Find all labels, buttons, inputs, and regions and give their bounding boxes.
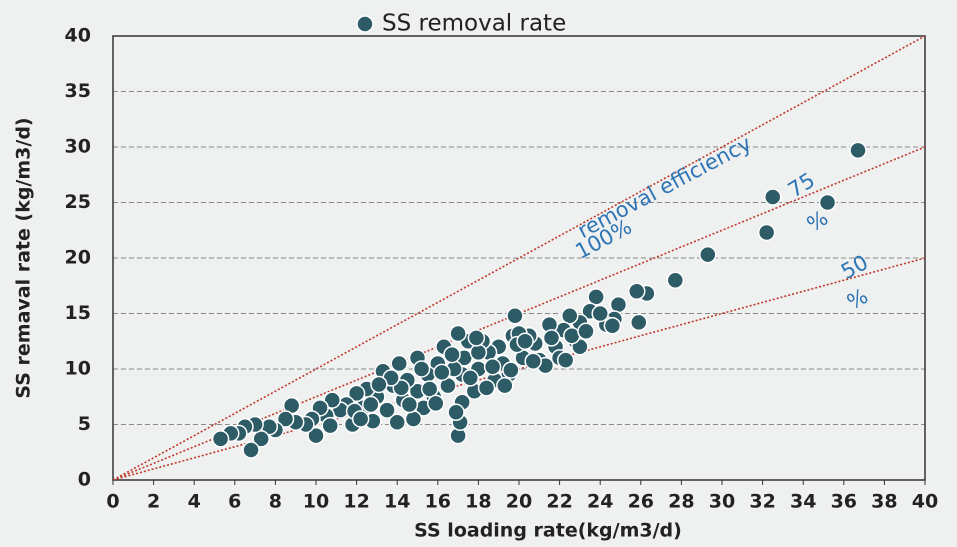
- x-tick-label: 4: [188, 491, 201, 513]
- data-point: [496, 376, 514, 395]
- data-point: [561, 306, 579, 325]
- data-point: [447, 403, 465, 422]
- x-tick-label: 24: [587, 491, 613, 513]
- y-tick-label: 25: [65, 191, 91, 213]
- y-tick-label: 15: [65, 302, 91, 324]
- data-point: [516, 332, 534, 350]
- x-tick-label: 2: [147, 491, 160, 513]
- x-tick-label: 36: [831, 491, 857, 513]
- data-point: [467, 329, 486, 347]
- data-point: [699, 245, 717, 264]
- x-tick-label: 20: [506, 491, 532, 513]
- data-point: [321, 416, 339, 435]
- data-point: [404, 410, 423, 428]
- data-point: [577, 322, 595, 341]
- y-tick-label: 35: [65, 80, 91, 102]
- data-point: [433, 363, 451, 382]
- y-tick-label: 20: [65, 247, 91, 269]
- data-point: [420, 380, 439, 398]
- data-point: [764, 188, 782, 206]
- legend-marker: [356, 15, 374, 33]
- data-point: [469, 343, 488, 362]
- data-point: [412, 360, 431, 378]
- x-tick-label: 10: [303, 491, 329, 513]
- y-tick-label: 10: [65, 358, 91, 380]
- data-point: [542, 329, 561, 347]
- data-point: [627, 282, 646, 301]
- data-point: [347, 384, 366, 403]
- x-tick-label: 30: [709, 491, 735, 513]
- x-tick-label: 18: [465, 491, 491, 513]
- data-point: [524, 352, 542, 370]
- data-point: [483, 358, 502, 376]
- data-point: [757, 223, 776, 242]
- x-tick-label: 26: [628, 491, 654, 513]
- data-point: [388, 413, 406, 432]
- data-point: [351, 410, 370, 428]
- x-tick-label: 38: [871, 491, 897, 513]
- x-tick-label: 14: [384, 491, 410, 513]
- data-point: [390, 354, 408, 373]
- data-point: [400, 395, 419, 414]
- data-point: [276, 410, 295, 428]
- y-tick-label: 5: [78, 413, 91, 435]
- data-point: [242, 441, 260, 459]
- data-point: [362, 395, 380, 414]
- x-tick-label: 28: [668, 491, 694, 513]
- data-point: [587, 288, 605, 306]
- data-point: [477, 379, 496, 397]
- data-point: [818, 193, 837, 212]
- y-tick-label: 30: [65, 136, 91, 158]
- data-point: [630, 313, 648, 332]
- x-tick-label: 34: [790, 491, 816, 513]
- data-point: [307, 426, 325, 445]
- y-axis-title: SS remaval rate (kg/m3/d): [13, 117, 35, 398]
- x-tick-label: 6: [228, 491, 241, 513]
- data-point: [556, 351, 575, 369]
- data-point: [323, 391, 341, 409]
- data-point: [502, 361, 520, 379]
- x-tick-label: 32: [749, 491, 775, 513]
- data-point: [603, 316, 622, 335]
- data-point: [449, 324, 467, 343]
- x-tick-label: 12: [343, 491, 369, 513]
- x-tick-label: 8: [269, 491, 282, 513]
- x-axis-title: SS loading rate(kg/m3/d): [414, 520, 682, 542]
- x-tick-label: 16: [425, 491, 451, 513]
- data-point: [849, 141, 867, 160]
- data-point: [506, 306, 524, 325]
- data-point: [609, 295, 628, 314]
- x-tick-label: 40: [912, 491, 938, 513]
- data-point: [666, 271, 685, 289]
- data-point: [211, 430, 230, 448]
- x-tick-label: 0: [106, 491, 119, 513]
- x-tick-label: 22: [546, 491, 572, 513]
- y-tick-label: 40: [65, 25, 91, 47]
- data-point: [252, 430, 270, 448]
- data-point: [443, 345, 461, 364]
- legend-label: SS removal rate: [382, 11, 566, 37]
- data-point: [427, 394, 445, 413]
- data-point: [461, 369, 480, 387]
- y-tick-label: 0: [78, 469, 91, 491]
- data-point: [370, 375, 388, 394]
- data-point: [378, 401, 396, 419]
- data-point: [591, 304, 609, 323]
